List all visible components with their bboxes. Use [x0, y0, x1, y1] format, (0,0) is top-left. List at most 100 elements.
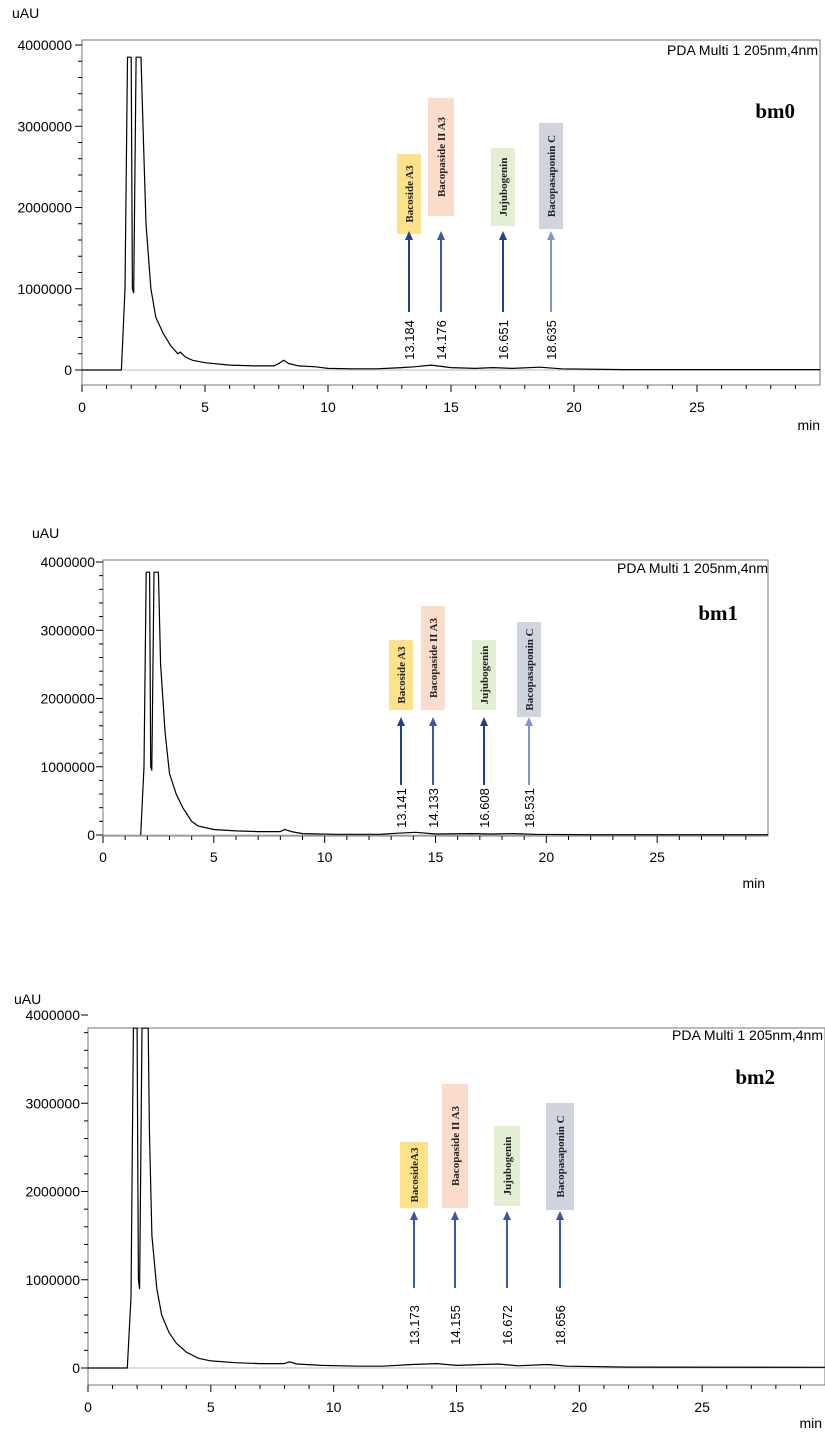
x-tick-label: 0: [78, 399, 86, 415]
x-tick-label: 20: [566, 399, 582, 415]
y-tick-label: 0: [72, 1360, 80, 1376]
arrow-head: [405, 231, 413, 240]
peak-annotation: Bacopasaponin C 18.635: [539, 123, 563, 360]
y-unit-label: uAU: [32, 525, 59, 541]
compound-box: [491, 148, 515, 226]
x-tick-label: 10: [326, 1399, 342, 1415]
compound-label: Bacopasaponin C: [524, 628, 536, 710]
peak-annotation: BacosideA3 13.173: [400, 1142, 428, 1345]
y-tick-label: 0: [87, 827, 95, 843]
y-tick-label: 0: [64, 362, 72, 378]
y-tick-label: 3000000: [17, 118, 72, 134]
sample-label: bm2: [735, 1065, 775, 1089]
x-tick-label: 5: [207, 1399, 215, 1415]
peak-annotation: Bacoside A3 13.184: [397, 154, 421, 360]
x-tick-label: 25: [689, 399, 705, 415]
y-tick-label: 1000000: [17, 281, 72, 297]
compound-box: [517, 622, 541, 717]
chromatogram-trace: [140, 571, 768, 836]
y-tick-label: 2000000: [40, 691, 95, 707]
peak-annotation: Bacopaside II A3 14.133: [421, 606, 445, 828]
sample-label: bm1: [698, 601, 738, 625]
compound-box: [539, 123, 563, 229]
peak-annotation: Bacopaside II A3 14.176: [428, 98, 454, 360]
compound-box: [546, 1103, 574, 1210]
chromatogram-bm2: uAU PDA Multi 1 205nm,4nm bm2 min 0 10000…: [14, 991, 825, 1431]
compound-box: [442, 1084, 468, 1208]
retention-time-label: 16.672: [500, 1305, 515, 1345]
peak-annotation: Jujubogenin 16.608: [472, 640, 496, 828]
retention-time-label: 18.656: [553, 1305, 568, 1345]
peak-annotation: Bacopasaponin C 18.656: [546, 1103, 574, 1345]
peak-annotation: Bacopasaponin C 18.531: [517, 622, 541, 828]
x-tick-label: 5: [201, 399, 209, 415]
x-tick-label: 0: [99, 849, 107, 865]
retention-time-label: 16.608: [477, 788, 492, 828]
x-tick-label: 15: [428, 849, 444, 865]
y-tick-label: 3000000: [25, 1095, 80, 1111]
compound-label: Bacopaside II A3: [450, 1105, 462, 1186]
y-tick-label: 3000000: [40, 622, 95, 638]
detector-label: PDA Multi 1 205nm,4nm: [672, 1027, 823, 1043]
compound-label: BacosideA3: [409, 1147, 421, 1203]
compound-label: Bacoside A3: [404, 165, 416, 223]
compound-label: Bacoside A3: [396, 646, 408, 704]
chromatogram-trace: [82, 56, 820, 371]
arrow-head: [451, 1211, 459, 1220]
compound-label: Jujubogenin: [498, 158, 510, 217]
y-tick-label: 4000000: [40, 554, 95, 570]
retention-time-label: 18.531: [522, 788, 537, 828]
compound-label: Bacopasaponin C: [546, 135, 558, 217]
y-tick-label: 1000000: [25, 1272, 80, 1288]
compound-label: Jujubogenin: [502, 1137, 514, 1196]
chromatogram-trace: [88, 1027, 825, 1369]
chromatogram-bm0: uAU PDA Multi 1 205nm,4nm bm0 min 0 10000…: [12, 5, 821, 433]
retention-time-label: 14.133: [426, 788, 441, 828]
arrow-head: [437, 231, 445, 240]
x-tick-label: 0: [84, 1399, 92, 1415]
retention-time-label: 14.155: [448, 1305, 463, 1345]
x-tick-label: 20: [572, 1399, 588, 1415]
x-tick-label: 5: [210, 849, 218, 865]
x-tick-label: 10: [317, 849, 333, 865]
detector-label: PDA Multi 1 205nm,4nm: [667, 42, 818, 58]
compound-label: Jujubogenin: [479, 646, 491, 705]
peak-annotation: Bacoside A3 13.141: [389, 640, 413, 828]
x-tick-label: 15: [449, 1399, 465, 1415]
y-unit-label: uAU: [12, 5, 39, 21]
y-unit-label: uAU: [14, 991, 41, 1007]
y-tick-label: 2000000: [25, 1184, 80, 1200]
peak-annotation: Jujubogenin 16.651: [491, 148, 515, 360]
arrow-head: [429, 717, 437, 726]
arrow-head: [499, 231, 507, 240]
x-unit-label: min: [797, 417, 820, 433]
retention-time-label: 13.173: [407, 1305, 422, 1345]
detector-label: PDA Multi 1 205nm,4nm: [617, 560, 768, 576]
y-tick-label: 2000000: [17, 200, 72, 216]
compound-box: [494, 1126, 520, 1206]
retention-time-label: 14.176: [434, 320, 449, 360]
retention-time-label: 18.635: [544, 320, 559, 360]
x-unit-label: min: [742, 875, 765, 891]
retention-time-label: 13.184: [402, 320, 417, 360]
y-tick-label: 4000000: [25, 1007, 80, 1023]
arrow-head: [503, 1211, 511, 1220]
arrow-head: [480, 717, 488, 726]
retention-time-label: 16.651: [496, 320, 511, 360]
x-unit-label: min: [799, 1415, 822, 1431]
retention-time-label: 13.141: [394, 788, 409, 828]
arrow-head: [397, 717, 405, 726]
arrow-head: [547, 231, 555, 240]
arrow-head: [410, 1211, 418, 1220]
x-tick-label: 15: [443, 399, 459, 415]
sample-label: bm0: [755, 99, 795, 123]
compound-box: [472, 640, 496, 710]
compound-label: Bacopaside II A3: [428, 617, 440, 698]
compound-box: [400, 1142, 428, 1208]
x-tick-label: 25: [694, 1399, 710, 1415]
compound-label: Bacopasaponin C: [555, 1115, 567, 1197]
chromatogram-bm1: uAU PDA Multi 1 205nm,4nm bm1 min 0 10000…: [32, 525, 769, 891]
y-tick-label: 4000000: [17, 37, 72, 53]
arrow-head: [556, 1211, 564, 1220]
compound-box: [421, 606, 445, 710]
